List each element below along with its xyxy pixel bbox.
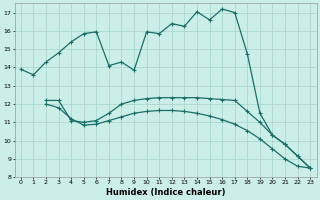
X-axis label: Humidex (Indice chaleur): Humidex (Indice chaleur): [106, 188, 225, 197]
